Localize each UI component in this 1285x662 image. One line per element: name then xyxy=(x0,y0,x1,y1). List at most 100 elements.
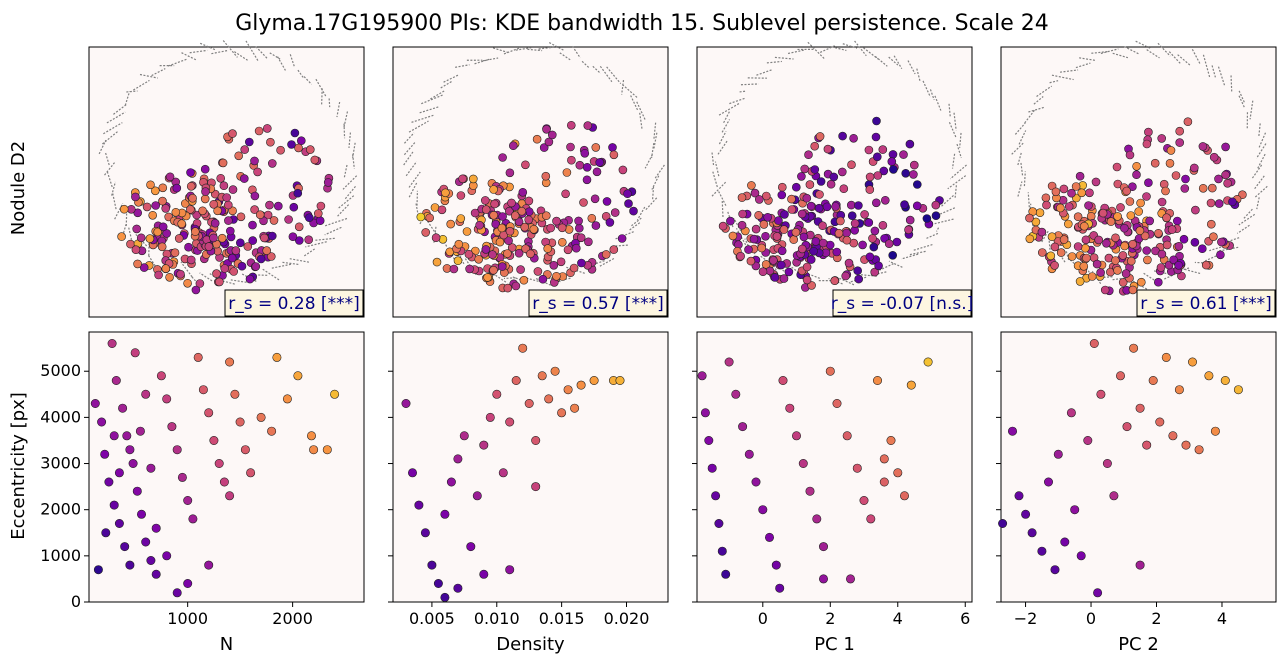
data-point xyxy=(1220,375,1230,385)
cell-point xyxy=(912,180,922,189)
data-point xyxy=(440,509,450,519)
cell-point xyxy=(519,275,529,285)
cell-point xyxy=(1106,217,1116,226)
cell-wall-segment xyxy=(571,45,581,59)
cell-point xyxy=(818,221,827,230)
cell-point xyxy=(1169,255,1178,265)
cell-wall-segment xyxy=(842,43,858,49)
cell-wall-segment xyxy=(421,94,443,105)
cell-point xyxy=(518,188,528,197)
cell-wall-segment xyxy=(1253,175,1265,190)
cell-point xyxy=(158,222,168,232)
nodule-panel-4: r_s = 0.61 [***] xyxy=(1000,40,1277,318)
data-point xyxy=(589,375,599,385)
cell-wall-segment xyxy=(503,47,521,55)
cell-wall-segment xyxy=(103,122,123,135)
cell-point xyxy=(846,200,856,210)
data-point xyxy=(879,454,889,464)
cell-point xyxy=(1135,226,1145,235)
data-point xyxy=(225,357,235,367)
cell-point xyxy=(497,223,507,233)
cell-wall-segment xyxy=(343,164,348,179)
cell-point xyxy=(227,253,237,263)
cell-point xyxy=(838,131,847,141)
cell-wall-segment xyxy=(1017,152,1023,166)
cell-point xyxy=(228,206,237,216)
x-tick-label: 6 xyxy=(960,609,970,628)
cell-point xyxy=(454,239,464,249)
cell-point xyxy=(446,219,456,229)
cell-point xyxy=(213,206,222,216)
cell-point xyxy=(198,206,207,216)
cell-point xyxy=(1144,178,1153,187)
cell-point xyxy=(1173,216,1182,226)
cell-wall-segment xyxy=(454,64,470,68)
data-point xyxy=(293,371,303,381)
cell-point xyxy=(738,209,747,219)
data-point xyxy=(879,477,889,487)
data-point xyxy=(531,435,541,445)
data-point xyxy=(1109,491,1119,501)
data-point xyxy=(132,486,142,496)
cell-wall-segment xyxy=(1020,161,1024,176)
cell-point xyxy=(1116,203,1125,212)
cell-point xyxy=(736,251,745,261)
cell-wall-segment xyxy=(1028,106,1045,113)
cell-point xyxy=(1156,263,1166,272)
cell-point xyxy=(899,150,908,159)
cell-point xyxy=(905,215,915,225)
cell-wall-segment xyxy=(181,52,197,61)
cell-point xyxy=(569,263,579,273)
cell-point xyxy=(1127,256,1136,266)
cell-wall-segment xyxy=(277,56,286,71)
cell-point xyxy=(797,244,807,254)
cell-point xyxy=(562,168,572,177)
data-point xyxy=(125,445,135,455)
cell-wall-segment xyxy=(954,185,957,198)
cell-point xyxy=(1207,219,1216,229)
y-tick-label: 0 xyxy=(71,592,81,611)
cell-point xyxy=(814,203,824,213)
cell-point xyxy=(761,260,771,269)
cell-wall-segment xyxy=(1209,245,1225,252)
cell-point xyxy=(1042,200,1051,210)
cell-point xyxy=(154,270,163,280)
cell-wall-segment xyxy=(328,98,331,108)
cell-wall-segment xyxy=(1059,69,1079,73)
cell-point xyxy=(922,214,932,223)
cell-wall-segment xyxy=(951,153,956,169)
cell-point xyxy=(587,214,597,223)
cell-point xyxy=(151,201,160,210)
cell-point xyxy=(250,156,259,166)
data-point xyxy=(738,422,748,432)
cell-point xyxy=(165,272,174,282)
data-point xyxy=(717,546,727,556)
cell-point xyxy=(580,149,590,158)
data-point xyxy=(1233,385,1243,395)
data-point xyxy=(531,482,541,492)
cell-point xyxy=(567,155,576,165)
data-point xyxy=(172,445,182,455)
cell-point xyxy=(505,226,515,236)
cell-point xyxy=(787,205,797,214)
cell-point xyxy=(304,235,314,244)
cell-wall-segment xyxy=(1091,50,1110,54)
cell-point xyxy=(870,267,880,277)
cell-point xyxy=(276,145,285,155)
cell-point xyxy=(1183,117,1193,126)
cell-point xyxy=(495,237,505,247)
cell-wall-segment xyxy=(430,89,446,100)
panel-frame xyxy=(1000,331,1277,603)
cell-wall-segment xyxy=(403,141,416,156)
cell-point xyxy=(870,226,880,236)
cell-wall-segment xyxy=(408,120,429,133)
cell-wall-segment xyxy=(492,47,510,54)
cell-point xyxy=(776,260,786,270)
cell-point xyxy=(1087,272,1097,281)
cell-wall-segment xyxy=(787,49,804,55)
data-point xyxy=(188,514,198,524)
cell-point xyxy=(854,274,864,284)
rs-annotation-box xyxy=(528,289,668,317)
cell-point xyxy=(186,182,196,191)
cell-point xyxy=(305,145,315,154)
